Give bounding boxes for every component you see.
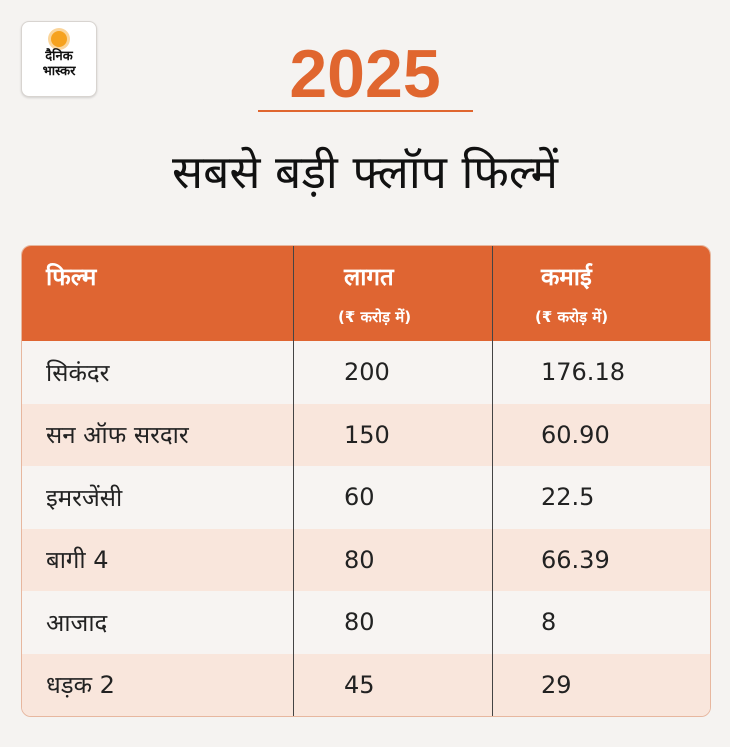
- table-row: आजाद 80 8: [22, 591, 710, 654]
- table-row: सिकंदर 200 176.18: [22, 341, 710, 404]
- header-cost: लागत: [344, 263, 394, 291]
- earning-value: 176.18: [541, 358, 625, 387]
- header-film: फिल्म: [46, 263, 97, 291]
- earning-value: 22.5: [541, 483, 595, 512]
- table-row: बागी 4 80 66.39: [22, 528, 710, 591]
- flop-films-table: फिल्म लागत (₹ करोड़ में) कमाई (₹ करोड़ में…: [21, 245, 711, 717]
- table-row: इमरजेंसी 60 22.5: [22, 466, 710, 529]
- sun-icon: [51, 31, 67, 47]
- film-name: इमरजेंसी: [46, 483, 123, 512]
- film-name: बागी 4: [46, 546, 109, 575]
- header-earning: कमाई: [541, 263, 592, 291]
- earning-value: 66.39: [541, 545, 610, 574]
- film-name: सिकंदर: [46, 358, 110, 387]
- earning-value: 29: [541, 670, 572, 699]
- cost-value: 200: [344, 358, 390, 387]
- cost-value: 80: [344, 545, 375, 574]
- logo-text-line1: दैनिक: [45, 49, 73, 64]
- cost-value: 80: [344, 608, 375, 637]
- film-name: धड़क 2: [46, 671, 115, 700]
- table-row: सन ऑफ सरदार 150 60.90: [22, 403, 710, 466]
- film-name: सन ऑफ सरदार: [46, 421, 189, 450]
- cost-value: 60: [344, 483, 375, 512]
- table-row: धड़क 2 45 29: [22, 653, 710, 716]
- page-title: सबसे बड़ी फ्लॉप फिल्में: [171, 145, 559, 199]
- dainik-bhaskar-logo: दैनिक भास्कर: [21, 21, 97, 97]
- year-heading: 2025: [289, 36, 441, 112]
- header-cost-unit: (₹ करोड़ में): [338, 308, 412, 326]
- table-header: फिल्म लागत (₹ करोड़ में) कमाई (₹ करोड़ में…: [22, 246, 710, 341]
- cost-value: 45: [344, 670, 375, 699]
- earning-value: 60.90: [541, 420, 610, 449]
- logo-text-line2: भास्कर: [42, 64, 76, 79]
- earning-value: 8: [541, 608, 557, 637]
- film-name: आजाद: [46, 608, 108, 637]
- cost-value: 150: [344, 420, 390, 449]
- header-earning-unit: (₹ करोड़ में): [535, 308, 609, 326]
- divider: [258, 110, 473, 112]
